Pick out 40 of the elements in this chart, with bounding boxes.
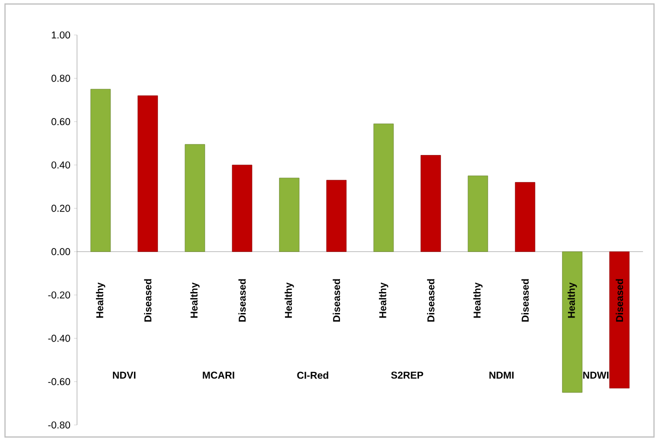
bar [373, 124, 394, 252]
text: Healthy [96, 282, 106, 318]
y-tick-label: 0.60 [51, 118, 70, 126]
x-tick-label: MCARI [202, 372, 234, 379]
text: Diseased [144, 279, 152, 322]
y-tick-label: -0.60 [48, 378, 70, 386]
bar [514, 182, 536, 252]
y-tick-label: -0.80 [48, 421, 70, 429]
bar [468, 176, 488, 252]
x-tick-label: NDMI [489, 372, 514, 379]
x-tick-label: NDVI [112, 372, 136, 379]
series-label: Healthy [568, 282, 577, 318]
x-tick-label: NDWI [583, 372, 608, 379]
bar [562, 251, 582, 393]
bar [138, 95, 158, 252]
y-tick-label: -0.40 [48, 334, 70, 342]
text: Healthy [473, 282, 483, 318]
x-tick-label: CI-Red [297, 371, 328, 379]
y-tick-label: 1.00 [52, 31, 70, 39]
bar [184, 144, 206, 252]
text: Healthy [378, 282, 388, 318]
y-tick-label: 0.00 [51, 248, 70, 256]
bar [420, 155, 441, 252]
text: Diseased [238, 279, 246, 322]
bar [279, 178, 300, 252]
bar [232, 164, 252, 252]
bar [609, 251, 630, 388]
y-tick-label: -0.20 [48, 291, 70, 299]
x-tick-label: S2REP [391, 372, 424, 379]
text: Diseased [332, 279, 340, 322]
text: Diseased [521, 279, 529, 322]
text: Diseased [427, 279, 434, 322]
y-tick-label: 0.40 [51, 161, 70, 169]
text: Healthy [284, 282, 294, 318]
text: Healthy [190, 282, 200, 318]
bar [90, 88, 111, 252]
y-tick-label: 0.80 [51, 74, 70, 82]
y-tick-label: 0.20 [51, 204, 70, 212]
bar [326, 180, 347, 252]
series-label: Diseased [616, 279, 624, 322]
